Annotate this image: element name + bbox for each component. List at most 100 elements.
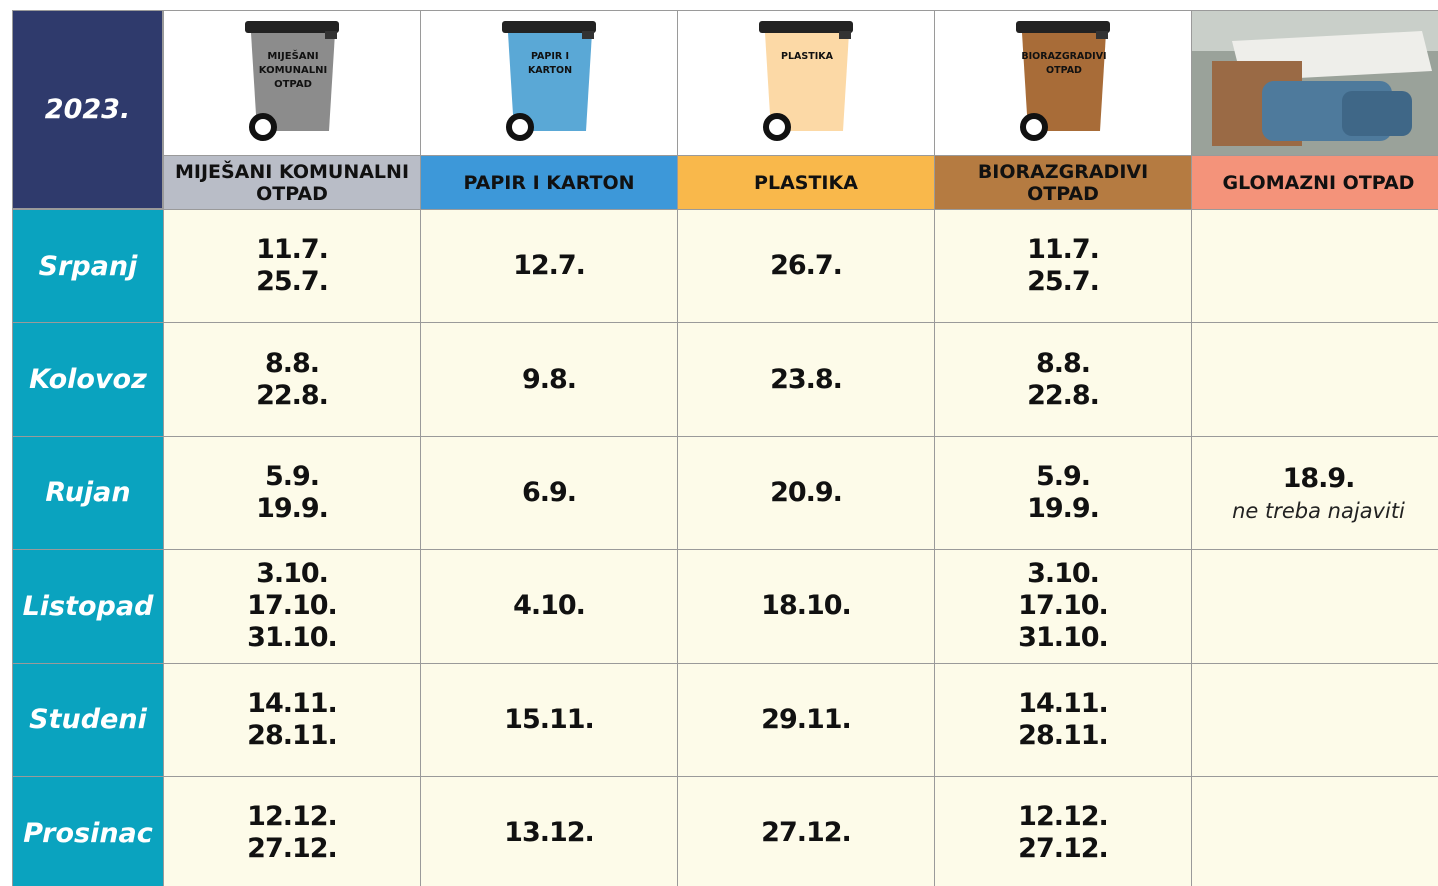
bin-handle bbox=[325, 31, 337, 39]
date: 18.10. bbox=[761, 590, 851, 622]
header-label: PAPIR I KARTON bbox=[420, 155, 678, 210]
date: 19.9. bbox=[256, 493, 328, 525]
date-cell: 4.10. bbox=[420, 549, 678, 663]
date: 25.7. bbox=[256, 266, 328, 298]
date-cell bbox=[1191, 663, 1438, 777]
date-cell bbox=[1191, 209, 1438, 323]
bin-text: MIJEŠANI bbox=[267, 49, 318, 62]
date-cell bbox=[1191, 322, 1438, 436]
date: 27.12. bbox=[247, 833, 337, 865]
date: 17.10. bbox=[247, 590, 337, 622]
chair bbox=[1342, 91, 1412, 136]
date: 12.12. bbox=[1018, 801, 1108, 833]
bin-handle bbox=[582, 31, 594, 39]
date-cell: 3.10.17.10.31.10. bbox=[163, 549, 421, 663]
bin-lid bbox=[245, 21, 339, 33]
date-cell: 23.8. bbox=[677, 322, 935, 436]
date: 22.8. bbox=[1027, 380, 1099, 412]
date: 27.12. bbox=[761, 817, 851, 849]
date-cell: 8.8.22.8. bbox=[934, 322, 1192, 436]
date: 18.9. bbox=[1283, 463, 1355, 495]
date: 8.8. bbox=[1036, 348, 1090, 380]
date: 13.12. bbox=[504, 817, 594, 849]
date: 29.11. bbox=[761, 704, 851, 736]
date: 28.11. bbox=[247, 720, 337, 752]
header-label: PLASTIKA bbox=[677, 155, 935, 210]
date-cell: 3.10.17.10.31.10. bbox=[934, 549, 1192, 663]
date: 9.8. bbox=[522, 364, 576, 396]
date-cell: 8.8.22.8. bbox=[163, 322, 421, 436]
year-cell: 2023. bbox=[12, 10, 163, 209]
icon bbox=[1192, 11, 1438, 155]
date: 22.8. bbox=[256, 380, 328, 412]
bin-text: OTPAD bbox=[274, 79, 312, 90]
date-cell: 5.9.19.9. bbox=[163, 436, 421, 550]
date: 15.11. bbox=[504, 704, 594, 736]
date-cell: 13.12. bbox=[420, 776, 678, 886]
header-label: GLOMAZNI OTPAD bbox=[1191, 155, 1438, 210]
date: 23.8. bbox=[770, 364, 842, 396]
date-cell: 18.9. ne treba najaviti bbox=[1191, 436, 1438, 550]
date: 14.11. bbox=[1018, 688, 1108, 720]
date-cell: 18.10. bbox=[677, 549, 935, 663]
date: 8.8. bbox=[265, 348, 319, 380]
bin-handle bbox=[1096, 31, 1108, 39]
date: 17.10. bbox=[1018, 590, 1108, 622]
bin-text: PLASTIKA bbox=[781, 51, 834, 62]
header-image: PLASTIKA bbox=[677, 10, 935, 156]
date: 26.7. bbox=[770, 250, 842, 282]
date: 3.10. bbox=[256, 558, 328, 590]
date: 14.11. bbox=[247, 688, 337, 720]
date: 12.12. bbox=[247, 801, 337, 833]
bin-wheel bbox=[509, 116, 531, 138]
icon: BIORAZGRADIVI OTPAD bbox=[1008, 17, 1118, 149]
date: 19.9. bbox=[1027, 493, 1099, 525]
bin-lid bbox=[759, 21, 853, 33]
month-cell: Rujan bbox=[12, 436, 164, 550]
date: 31.10. bbox=[1018, 622, 1108, 654]
bin-lid bbox=[1016, 21, 1110, 33]
bin-text: KARTON bbox=[528, 65, 572, 76]
date: 11.7. bbox=[1027, 234, 1099, 266]
header-image bbox=[1191, 10, 1438, 156]
month-cell: Srpanj bbox=[12, 209, 164, 323]
date: 3.10. bbox=[1027, 558, 1099, 590]
date-cell: 9.8. bbox=[420, 322, 678, 436]
date-cell: 12.12.27.12. bbox=[163, 776, 421, 886]
bin-lid bbox=[502, 21, 596, 33]
month-cell: Studeni bbox=[12, 663, 164, 777]
header-label: MIJEŠANI KOMUNALNI OTPAD bbox=[163, 155, 421, 210]
date: 12.7. bbox=[513, 250, 585, 282]
date-cell: 11.7.25.7. bbox=[934, 209, 1192, 323]
date: 28.11. bbox=[1018, 720, 1108, 752]
date-cell: 6.9. bbox=[420, 436, 678, 550]
note: ne treba najaviti bbox=[1232, 499, 1405, 523]
date-cell: 5.9.19.9. bbox=[934, 436, 1192, 550]
date: 4.10. bbox=[513, 590, 585, 622]
date-cell: 12.12.27.12. bbox=[934, 776, 1192, 886]
icon: PLASTIKA bbox=[751, 17, 861, 149]
month-cell: Kolovoz bbox=[12, 322, 164, 436]
date-cell: 11.7.25.7. bbox=[163, 209, 421, 323]
month-cell: Listopad bbox=[12, 549, 164, 663]
date-cell: 20.9. bbox=[677, 436, 935, 550]
date-cell: 29.11. bbox=[677, 663, 935, 777]
schedule-page: 2023. MIJEŠANIKOMUNALNIOTPAD MIJEŠANI KOMU… bbox=[0, 0, 1438, 886]
date: 25.7. bbox=[1027, 266, 1099, 298]
date-cell bbox=[1191, 549, 1438, 663]
bin-wheel bbox=[1023, 116, 1045, 138]
date: 5.9. bbox=[1036, 461, 1090, 493]
date-cell: 26.7. bbox=[677, 209, 935, 323]
date-cell: 12.7. bbox=[420, 209, 678, 323]
bin-handle bbox=[839, 31, 851, 39]
bin-text: BIORAZGRADIVI bbox=[1021, 51, 1106, 62]
bin-text: OTPAD bbox=[1046, 65, 1082, 76]
date-cell bbox=[1191, 776, 1438, 886]
date-cell: 14.11.28.11. bbox=[934, 663, 1192, 777]
date: 11.7. bbox=[256, 234, 328, 266]
bin-wheel bbox=[766, 116, 788, 138]
